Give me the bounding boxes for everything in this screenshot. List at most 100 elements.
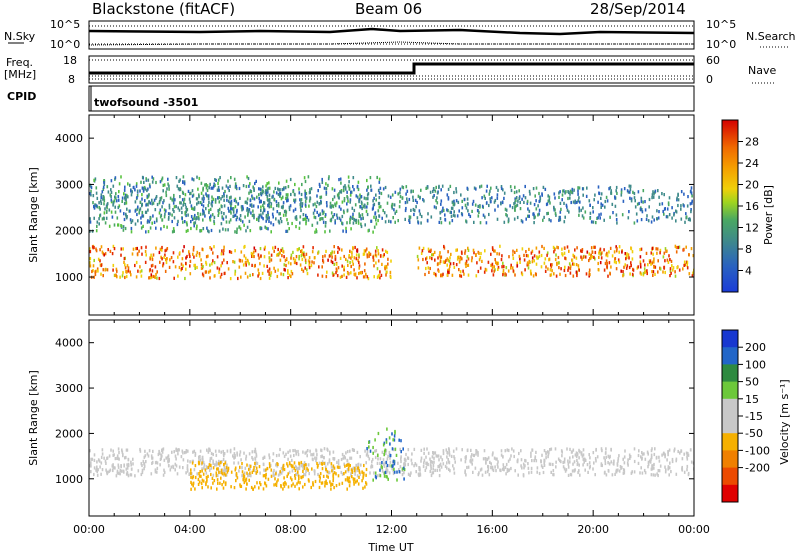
- heatmap-cell: [225, 483, 227, 486]
- heatmap-cell: [152, 202, 154, 205]
- heatmap-cell: [341, 471, 343, 474]
- heatmap-cell: [395, 448, 397, 451]
- heatmap-cell: [381, 263, 383, 266]
- heatmap-cell: [256, 481, 258, 484]
- heatmap-cell: [427, 219, 429, 222]
- heatmap-cell: [360, 205, 362, 208]
- heatmap-cell: [266, 192, 268, 195]
- heatmap-cell: [104, 207, 106, 210]
- heatmap-cell: [194, 487, 196, 490]
- heatmap-cell: [578, 207, 580, 210]
- heatmap-cell: [345, 451, 347, 454]
- heatmap-cell: [334, 195, 336, 198]
- heatmap-cell: [350, 265, 352, 268]
- heatmap-cell: [677, 204, 679, 207]
- heatmap-cell: [391, 206, 393, 209]
- colorbar-tick-label: -100: [745, 444, 770, 457]
- heatmap-cell: [189, 201, 191, 204]
- heatmap-cell: [188, 190, 190, 193]
- heatmap-cell: [687, 465, 689, 468]
- heatmap-cell: [303, 213, 305, 216]
- heatmap-cell: [453, 450, 455, 453]
- heatmap-cell: [239, 259, 241, 262]
- heatmap-cell: [193, 217, 195, 220]
- heatmap-cell: [675, 219, 677, 222]
- heatmap-cell: [491, 196, 493, 199]
- heatmap-cell: [373, 471, 375, 474]
- heatmap-cell: [280, 192, 282, 195]
- heatmap-cell: [232, 454, 234, 457]
- heatmap-cell: [553, 473, 555, 476]
- heatmap-cell: [521, 466, 523, 469]
- heatmap-cell: [397, 219, 399, 222]
- heatmap-cell: [271, 202, 273, 205]
- heatmap-cell: [182, 204, 184, 207]
- heatmap-cell: [208, 194, 210, 197]
- heatmap-cell: [124, 186, 126, 189]
- heatmap-cell: [638, 202, 640, 205]
- heatmap-cell: [277, 478, 279, 481]
- heatmap-cell: [311, 264, 313, 267]
- heatmap-cell: [137, 252, 139, 255]
- heatmap-cell: [556, 263, 558, 266]
- heatmap-cell: [691, 247, 693, 250]
- heatmap-cell: [227, 450, 229, 453]
- heatmap-cell: [480, 267, 482, 270]
- heatmap-cell: [336, 268, 338, 271]
- heatmap-cell: [99, 248, 101, 251]
- heatmap-cell: [152, 258, 154, 261]
- heatmap-cell: [326, 191, 328, 194]
- heatmap-cell: [254, 450, 256, 453]
- heatmap-cell: [198, 201, 200, 204]
- heatmap-cell: [366, 189, 368, 192]
- heatmap-cell: [314, 472, 316, 475]
- heatmap-cell: [132, 462, 134, 465]
- heatmap-cell: [130, 273, 132, 276]
- heatmap-cell: [126, 201, 128, 204]
- heatmap-cell: [285, 264, 287, 267]
- heatmap-cell: [100, 196, 102, 199]
- heatmap-cell: [671, 206, 673, 209]
- heatmap-cell: [454, 202, 456, 205]
- heatmap-cell: [283, 483, 285, 486]
- heatmap-cell: [516, 196, 518, 199]
- heatmap-cell: [423, 465, 425, 468]
- heatmap-cell: [225, 228, 227, 231]
- heatmap-cell: [381, 461, 383, 464]
- heatmap-cell: [517, 460, 519, 463]
- heatmap-cell: [305, 259, 307, 262]
- heatmap-cell: [433, 461, 435, 464]
- heatmap-cell: [209, 469, 211, 472]
- heatmap-cell: [353, 176, 355, 179]
- heatmap-cell: [100, 273, 102, 276]
- heatmap-cell: [528, 215, 530, 218]
- heatmap-cell: [564, 460, 566, 463]
- heatmap-cell: [347, 272, 349, 275]
- heatmap-cell: [368, 251, 370, 254]
- heatmap-cell: [145, 187, 147, 190]
- heatmap-cell: [446, 461, 448, 464]
- heatmap-cell: [573, 275, 575, 278]
- heatmap-cell: [145, 261, 147, 264]
- heatmap-cell: [234, 178, 236, 181]
- heatmap-cell: [408, 473, 410, 476]
- heatmap-cell: [668, 473, 670, 476]
- heatmap-cell: [358, 482, 360, 485]
- heatmap-cell: [120, 464, 122, 467]
- heatmap-cell: [345, 258, 347, 261]
- heatmap-cell: [433, 464, 435, 467]
- heatmap-cell: [364, 450, 366, 453]
- heatmap-cell: [593, 461, 595, 464]
- heatmap-cell: [609, 261, 611, 264]
- heatmap-cell: [324, 187, 326, 190]
- heatmap-cell: [286, 211, 288, 214]
- heatmap-cell: [551, 448, 553, 451]
- heatmap-cell: [561, 198, 563, 201]
- heatmap-cell: [334, 221, 336, 224]
- heatmap-cell: [385, 265, 387, 268]
- heatmap-cell: [210, 486, 212, 489]
- heatmap-cell: [526, 254, 528, 257]
- heatmap-cell: [273, 474, 275, 477]
- heatmap-cell: [435, 273, 437, 276]
- heatmap-cell: [174, 216, 176, 219]
